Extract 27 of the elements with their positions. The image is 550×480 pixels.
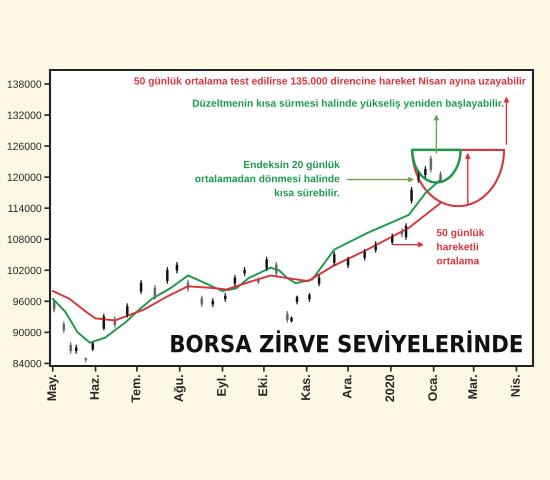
x-tick-label: 2020 (385, 374, 394, 402)
y-tick-label: 120000 (8, 174, 42, 181)
x-tick-label: Mar. (468, 375, 478, 399)
y-tick-label: 102000 (8, 266, 42, 274)
y-tick-label: 90000 (13, 328, 42, 336)
x-tick-label: Eyl. (216, 375, 228, 396)
annotation: Endeksin 20 günlük ortalamadan dönmesi halinde kısa sürebilir. (195, 160, 340, 196)
x-tick-label: Ağu. (174, 375, 186, 402)
x-tick-label: Oca. (428, 375, 437, 401)
x-tick-label: Haz. (90, 375, 99, 400)
annotation: 50 günlük hareketli ortalama (436, 228, 484, 264)
x-tick-label: Nis. (510, 375, 520, 396)
y-tick-label: 126000 (8, 142, 42, 150)
y-tick-label: 108000 (8, 236, 42, 244)
y-tick-label: 138000 (8, 80, 42, 88)
annotation: 50 günlük ortalama test edilirse 135.000 direncine hareket Nisan ayına uzayabilir (134, 77, 526, 87)
x-tick-label: Kas. (301, 375, 310, 400)
annotation: Düzeltmenin kısa sürmesi halinde yükseliş yeniden başlayabilir. (192, 99, 504, 109)
y-tick-label: 114000 (8, 204, 42, 212)
x-tick-label: Eki. (258, 375, 268, 396)
x-tick-label: May. (47, 375, 59, 400)
y-tick-label: 96000 (13, 298, 42, 306)
text: BORSA ZİRVE SEVİYELERİNDE (171, 330, 522, 353)
y-tick-label: 84000 (13, 360, 42, 368)
x-tick-label: Ara. (342, 375, 352, 398)
x-tick-label: Tem. (132, 375, 140, 402)
y-tick-label: 132000 (8, 112, 42, 119)
